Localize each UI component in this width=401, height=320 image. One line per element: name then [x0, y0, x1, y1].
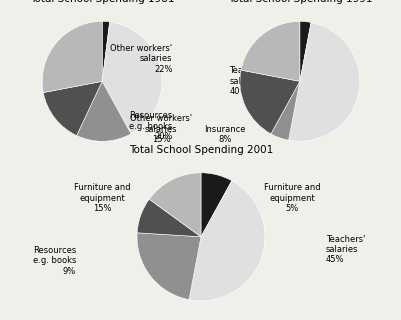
Wedge shape — [288, 22, 359, 141]
Text: Other workers'
salaries
22%: Other workers' salaries 22% — [110, 44, 172, 74]
Text: Teachers'
salaries
40%: Teachers' salaries 40% — [229, 67, 268, 96]
Text: Resources
e.g. books
9%: Resources e.g. books 9% — [33, 246, 76, 276]
Text: Resources
e.g. books
20%: Resources e.g. books 20% — [129, 111, 172, 141]
Text: Insurance
8%: Insurance 8% — [204, 124, 245, 144]
Wedge shape — [137, 199, 200, 237]
Wedge shape — [239, 70, 299, 134]
Wedge shape — [188, 181, 264, 301]
Title: Total School Spending 2001: Total School Spending 2001 — [129, 145, 272, 155]
Wedge shape — [149, 173, 200, 237]
Wedge shape — [270, 81, 299, 140]
Wedge shape — [102, 21, 109, 81]
Title: Total School Spending 1991: Total School Spending 1991 — [227, 0, 371, 4]
Wedge shape — [102, 22, 162, 134]
Wedge shape — [42, 21, 102, 92]
Wedge shape — [200, 173, 231, 237]
Wedge shape — [43, 81, 102, 136]
Wedge shape — [137, 233, 200, 300]
Text: Furniture and
equipment
5%: Furniture and equipment 5% — [263, 183, 320, 213]
Text: Teachers'
salaries
45%: Teachers' salaries 45% — [325, 235, 364, 265]
Title: Total School Spending 1981: Total School Spending 1981 — [30, 0, 174, 4]
Wedge shape — [77, 81, 131, 141]
Text: Furniture and
equipment
15%: Furniture and equipment 15% — [74, 183, 130, 213]
Text: Other workers'
salaries
15%: Other workers' salaries 15% — [130, 114, 192, 144]
Wedge shape — [299, 21, 310, 81]
Wedge shape — [240, 21, 299, 81]
